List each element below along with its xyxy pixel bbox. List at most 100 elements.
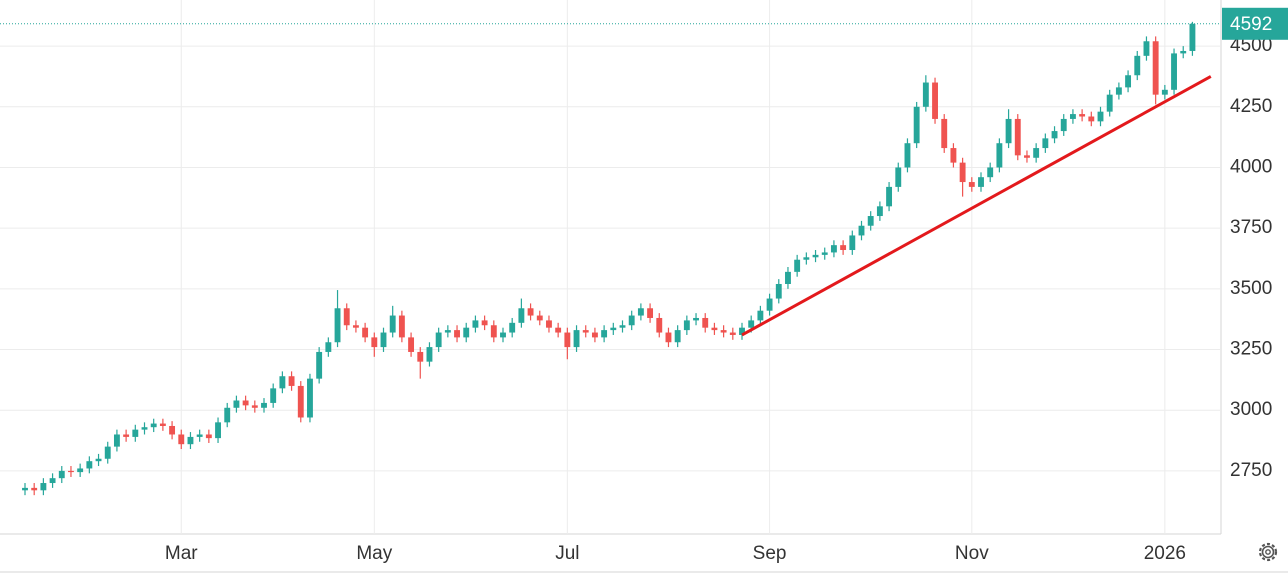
candle-body [573,330,580,348]
candle-body [628,315,635,326]
candle-body [1180,50,1187,54]
candle-body [922,82,929,107]
candle-body [196,434,203,437]
candles [22,21,1196,496]
candle-body [601,330,608,338]
gear-hub [1265,549,1271,555]
candle-body [1189,23,1196,51]
candle-body [408,337,415,352]
candle-body [389,315,396,333]
y-tick-label: 2750 [1230,460,1272,481]
candle-body [913,106,920,144]
candle-body [86,461,93,469]
candle-body [775,283,782,299]
candle-body [22,487,28,491]
candle-body [509,322,516,333]
candle-body [1042,138,1049,149]
candle-body [435,332,442,348]
candle-body [481,320,488,326]
y-tick-label: 3000 [1230,399,1272,420]
candle-body [472,320,479,328]
candle-body [867,216,874,226]
candle-body [812,254,819,258]
candle-body [702,317,709,328]
candle-body [1005,118,1012,144]
candle-body [49,478,56,484]
settings-icon[interactable] [1258,542,1278,562]
candle-body [876,206,883,217]
candle-body [683,320,690,331]
x-tick-label: Nov [955,543,989,564]
y-tick-label: 3500 [1230,278,1272,299]
candle-body [288,376,295,386]
candle-body [748,320,755,328]
candle-body [1143,41,1150,56]
candle-body [821,252,828,255]
candle-body [417,351,424,362]
candle-body [693,317,699,321]
y-tick-label: 4250 [1230,96,1272,117]
candle-body [233,400,240,408]
candle-body [941,118,948,149]
candle-body [398,315,405,338]
candle-body [1134,55,1141,76]
candle-body [591,332,598,338]
candle-body [141,427,148,430]
candle-body [959,162,966,183]
candle-body [978,177,984,187]
candle-body [886,186,893,207]
y-tick-label: 3750 [1230,217,1272,238]
candle-body [150,423,157,428]
candle-body [527,308,534,316]
candle-body [656,317,663,333]
x-tick-label: May [356,543,392,564]
candle-body [380,332,387,348]
candle-body [555,327,562,333]
candle-body [58,470,65,479]
candle-body [785,271,791,284]
candle-body [490,325,497,338]
x-tick-label: Jul [555,543,579,564]
candle-body [619,325,626,328]
candle-body [1014,118,1021,156]
candle-body [647,308,654,318]
candle-body [178,434,185,445]
trendline [741,75,1212,337]
candle-body [895,167,902,187]
gear-teeth [1258,542,1278,562]
candle-body [40,483,47,491]
candle-body [932,82,938,119]
candle-body [766,298,773,311]
candle-body [159,423,166,426]
candle-body [426,347,433,362]
candle-body [1171,53,1177,90]
candle-body [720,330,727,333]
candle-body [95,458,102,462]
candle-body [674,330,681,343]
y-tick-label: 3250 [1230,339,1272,360]
candle-body [1033,148,1040,158]
candle-body [371,337,378,348]
candle-body [1161,89,1168,95]
candle-body [362,327,369,338]
candle-body [307,378,313,418]
x-tick-label: Sep [753,543,787,564]
candle-body [123,434,130,437]
candle-body [1115,87,1122,95]
last-price-box [1222,7,1288,40]
candle-body [1152,41,1159,95]
candle-body [215,422,221,439]
candle-body [352,325,359,328]
candle-body [77,468,84,473]
candle-body [904,143,911,168]
candle-body [996,143,1003,168]
candle-body [500,332,506,338]
candle-body [968,182,975,187]
candle-body [849,235,856,251]
candle-body [711,327,718,331]
candle-body [840,245,847,251]
candle-body [325,342,332,352]
candle-body [316,351,323,379]
y-tick-label: 4500 [1230,35,1272,56]
